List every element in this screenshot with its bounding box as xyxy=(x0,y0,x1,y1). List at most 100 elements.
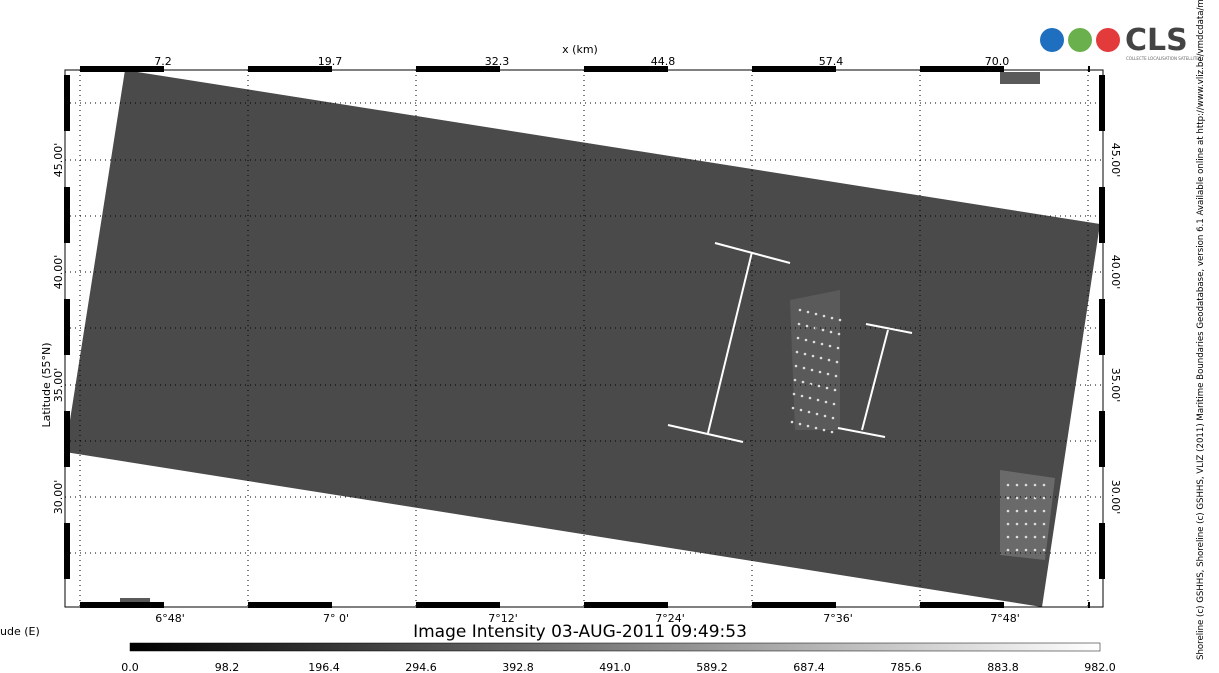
turbine-dot xyxy=(821,328,825,332)
turbine-dot xyxy=(793,378,797,382)
turbine-dot xyxy=(1006,522,1010,526)
bottom-tick-label: 7° 0' xyxy=(323,612,349,625)
turbine-dot xyxy=(1015,509,1019,513)
bottom-tick-label: 7°24' xyxy=(655,612,685,625)
turbine-dot xyxy=(1042,509,1046,513)
turbine-dot xyxy=(826,372,830,376)
turbine-dot xyxy=(828,344,832,348)
turbine-dot xyxy=(1033,548,1037,552)
turbine-dot xyxy=(1006,483,1010,487)
bottom-axis-label: ude (E) xyxy=(0,625,40,638)
turbine-dot xyxy=(800,394,804,398)
border-segment xyxy=(584,602,668,608)
turbine-dot xyxy=(836,346,840,350)
border-segment xyxy=(584,66,668,72)
border-segment xyxy=(64,75,70,131)
border-segment xyxy=(64,523,70,579)
turbine-dot xyxy=(790,420,794,424)
left-tick-label: 35.00' xyxy=(52,368,65,403)
border-segment xyxy=(920,602,1004,608)
right-tick-label: 40.00' xyxy=(1109,255,1122,290)
colorbar-tick-label: 491.0 xyxy=(599,661,631,673)
border-segment xyxy=(416,66,500,72)
colorbar-tick-label: 982.0 xyxy=(1084,661,1116,673)
turbine-dot xyxy=(810,368,814,372)
turbine-dot xyxy=(802,366,806,370)
turbine-dot xyxy=(824,400,828,404)
logo: CLS COLLECTE LOCALISATION SATELLITES xyxy=(1040,23,1202,61)
turbine-dot xyxy=(1015,522,1019,526)
border-segment xyxy=(80,602,164,608)
turbine-dot xyxy=(814,312,818,316)
image-title: Image Intensity 03-AUG-2011 09:49:53 xyxy=(413,622,747,642)
bottom-tick-label: 7°36' xyxy=(823,612,853,625)
turbine-dot xyxy=(831,416,835,420)
border-segment xyxy=(1088,602,1090,608)
top-axis-label: x (km) xyxy=(562,43,598,56)
colorbar-tick-label: 785.6 xyxy=(890,661,922,673)
right-tick-label: 35.00' xyxy=(1109,368,1122,403)
border-segment xyxy=(64,411,70,467)
turbine-dot xyxy=(830,316,834,320)
logo-tagline: COLLECTE LOCALISATION SATELLITES xyxy=(1126,56,1202,61)
bottom-tick-label: 7°12' xyxy=(488,612,518,625)
colorbar-tick-label: 98.2 xyxy=(215,661,240,673)
turbine-dot xyxy=(806,424,810,428)
turbine-dot xyxy=(1042,522,1046,526)
turbine-dot xyxy=(823,414,827,418)
turbine-dot xyxy=(811,354,815,358)
turbine-dot xyxy=(819,356,823,360)
turbine-dot xyxy=(1033,522,1037,526)
turbine-dot xyxy=(804,338,808,342)
turbine-dot xyxy=(792,392,796,396)
turbine-dot xyxy=(827,358,831,362)
turbine-dot xyxy=(829,330,833,334)
colorbar-tick-label: 392.8 xyxy=(502,661,534,673)
right-tick-label: 45.00' xyxy=(1109,143,1122,178)
credit: Shoreline (c) GSHHS, Shoreline (c) GSHHS… xyxy=(1196,0,1206,660)
turbine-dot xyxy=(795,350,799,354)
border-segment xyxy=(248,602,332,608)
border-segment xyxy=(1099,75,1105,131)
turbine-dot xyxy=(822,314,826,318)
turbine-dot xyxy=(798,422,802,426)
turbine-dot xyxy=(1015,548,1019,552)
turbine-dot xyxy=(791,406,795,410)
top-tick-label: 32.3 xyxy=(485,55,510,68)
turbine-dot xyxy=(814,426,818,430)
border-segment xyxy=(752,66,836,72)
colorbar-tick-label: 883.8 xyxy=(987,661,1019,673)
border-segment xyxy=(1099,187,1105,243)
turbine-dot xyxy=(1015,535,1019,539)
turbine-dot xyxy=(837,332,841,336)
colorbar-tick-label: 0.0 xyxy=(121,661,139,673)
turbine-dot xyxy=(815,412,819,416)
turbine-dot xyxy=(818,370,822,374)
turbine-dot xyxy=(1042,496,1046,500)
turbine-dot xyxy=(822,428,826,432)
right-tick-label: 30.00' xyxy=(1109,480,1122,515)
colorbar xyxy=(129,642,1101,652)
border-segment xyxy=(752,602,836,608)
turbine-dot xyxy=(816,398,820,402)
turbine-dot xyxy=(820,342,824,346)
border-segment xyxy=(80,66,164,72)
turbine-dot xyxy=(798,308,802,312)
logo-text: CLS xyxy=(1125,23,1188,58)
turbine-dot xyxy=(1024,548,1028,552)
top-tick-label: 70.0 xyxy=(985,55,1010,68)
border-segment xyxy=(1099,411,1105,467)
colorbar-tick-label: 196.4 xyxy=(308,661,340,673)
left-tick-label: 45.00' xyxy=(52,143,65,178)
turbine-dot xyxy=(1033,535,1037,539)
border-segment xyxy=(416,602,500,608)
turbine-dot xyxy=(803,352,807,356)
turbine-dot xyxy=(794,364,798,368)
turbine-dot xyxy=(1006,496,1010,500)
border-segment xyxy=(1099,523,1105,579)
turbine-dot xyxy=(796,336,800,340)
turbine-dot xyxy=(1024,535,1028,539)
top-tick-label: 44.8 xyxy=(651,55,676,68)
colorbar-tick-label: 687.4 xyxy=(793,661,825,673)
